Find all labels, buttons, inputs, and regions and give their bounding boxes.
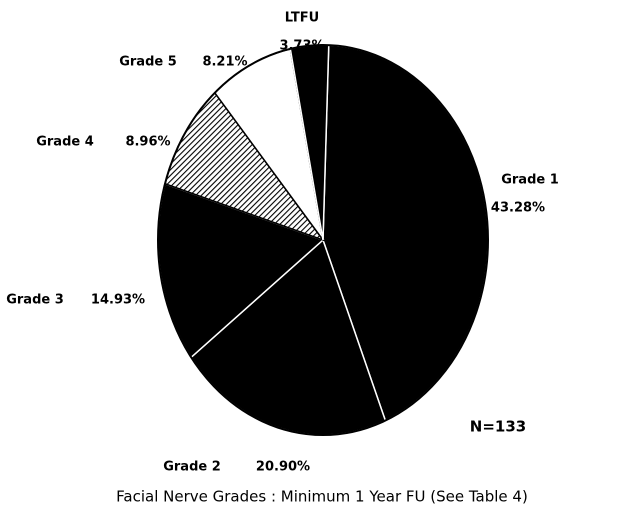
annotation: N=133 xyxy=(470,418,526,436)
chart-title: Facial Nerve Grades : Minimum 1 Year FU … xyxy=(116,488,528,506)
pie-outline xyxy=(157,44,489,436)
slice-label: LTFU xyxy=(285,11,319,26)
slice-label: Grade 1 xyxy=(501,173,559,188)
value-label: 8.21% xyxy=(202,55,247,70)
value-label: 20.90% xyxy=(256,460,310,475)
slice-label: Grade 3 xyxy=(6,293,64,308)
value-label: 3.73% xyxy=(279,39,324,54)
slice-label: Grade 4 xyxy=(36,135,94,150)
slice-label: Grade 5 xyxy=(119,55,177,70)
value-label: 43.28% xyxy=(491,201,545,216)
value-label: 8.96% xyxy=(125,135,170,150)
slice-label: Grade 2 xyxy=(163,460,221,475)
value-label: 14.93% xyxy=(91,293,145,308)
